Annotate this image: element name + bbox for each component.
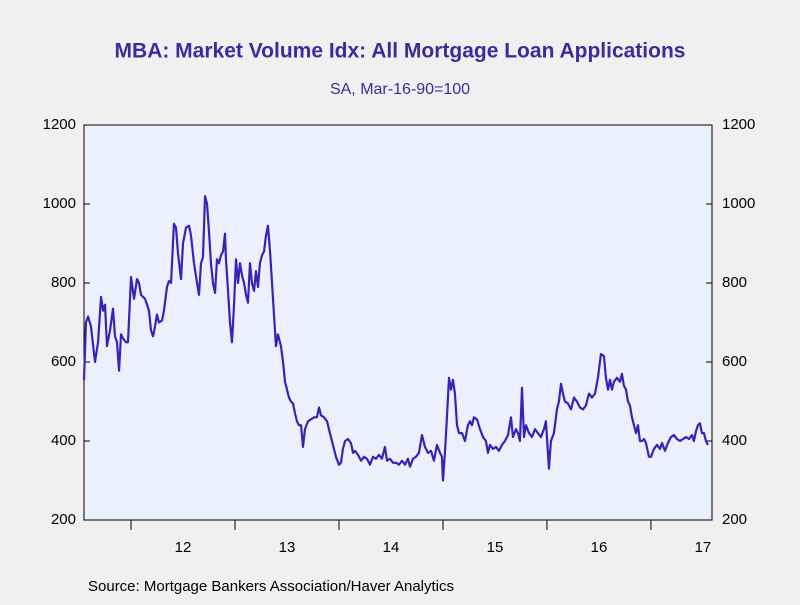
series-line bbox=[82, 195, 709, 482]
chart-title: MBA: Market Volume Idx: All Mortgage Loa… bbox=[115, 40, 686, 63]
x-tick-label: 14 bbox=[383, 539, 400, 556]
y-tick-label: 800 bbox=[51, 274, 76, 291]
y2-tick-label: 600 bbox=[722, 353, 747, 370]
x-tick-label: 13 bbox=[279, 539, 296, 556]
y-tick-label: 200 bbox=[51, 511, 76, 528]
x-tick-label: 15 bbox=[487, 539, 504, 556]
y2-tick-label: 1200 bbox=[722, 116, 755, 133]
x-tick-label: 16 bbox=[591, 539, 608, 556]
y-tick-label: 600 bbox=[51, 353, 76, 370]
y2-tick-label: 800 bbox=[722, 274, 747, 291]
source-note: Source: Mortgage Bankers Association/Hav… bbox=[88, 578, 454, 595]
y-tick-label: 1000 bbox=[43, 195, 76, 212]
y-tick-label: 1200 bbox=[43, 116, 76, 133]
x-tick-label: 12 bbox=[175, 539, 192, 556]
x-tick-label: 17 bbox=[695, 539, 712, 556]
y2-tick-label: 1000 bbox=[722, 195, 755, 212]
plot-area bbox=[83, 124, 713, 521]
y-tick-label: 400 bbox=[51, 432, 76, 449]
y2-tick-label: 200 bbox=[722, 511, 747, 528]
y2-tick-label: 400 bbox=[722, 432, 747, 449]
chart-subtitle: SA, Mar-16-90=100 bbox=[330, 81, 470, 98]
